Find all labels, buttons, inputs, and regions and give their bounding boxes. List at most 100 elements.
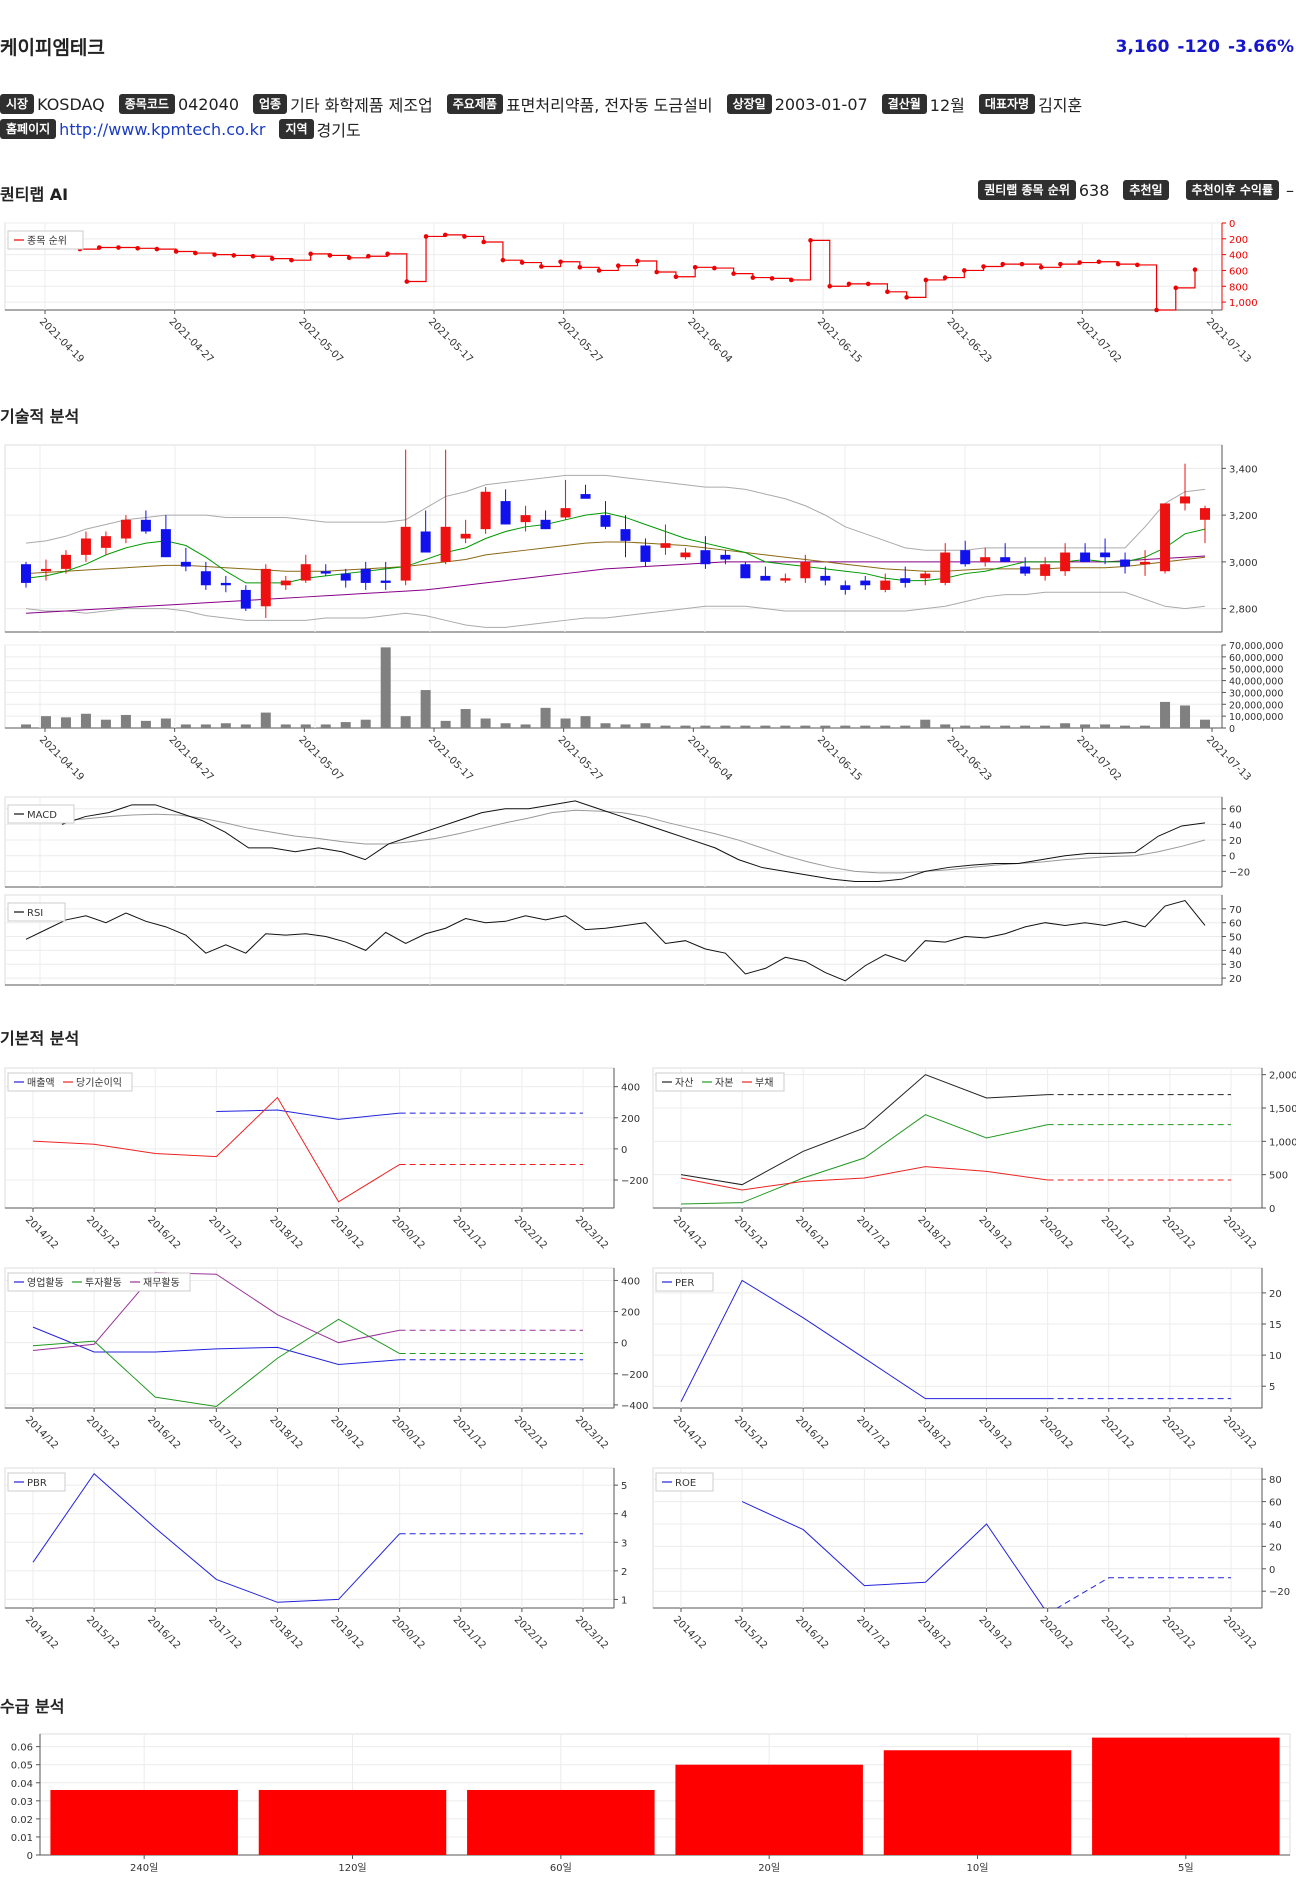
candle-body	[200, 571, 211, 586]
y-tick-label: 3,400	[1229, 464, 1258, 475]
x-tick-label: 2019/12	[328, 1614, 365, 1651]
x-tick-label: 5일	[1178, 1862, 1194, 1874]
legend-label: 종목 순위	[27, 234, 67, 247]
plot-frame	[4, 1467, 615, 1609]
x-tick-label: 2022/12	[1160, 1414, 1197, 1451]
rank-point	[885, 289, 890, 295]
legend-label: 매출액	[27, 1077, 55, 1089]
rank-point	[788, 277, 794, 283]
x-tick-label: 2017/12	[206, 1414, 243, 1451]
y-tick-label: 600	[1229, 266, 1248, 277]
y-tick-label: 40	[1269, 1520, 1282, 1531]
x-tick-label: 2021-05-17	[426, 316, 475, 365]
candle-body	[300, 564, 311, 581]
volume-bar	[820, 725, 831, 728]
rank-point	[116, 245, 121, 250]
y-tick-label: 40	[1229, 946, 1242, 957]
rank-point	[827, 283, 833, 289]
candle-body	[500, 501, 511, 525]
volume-chart: 010,000,00020,000,00030,000,00040,000,00…	[4, 641, 1283, 783]
rank-badge: 퀀티랩 종목 순위	[978, 180, 1076, 200]
x-tick-label: 2017/12	[854, 1614, 891, 1651]
rank-point	[808, 238, 813, 243]
volume-bar	[720, 725, 731, 728]
x-tick-label: 2015/12	[732, 1414, 769, 1451]
x-tick-label: 2021-06-04	[685, 316, 734, 365]
stock-info-row-1: 시장 KOSDAQ 종목코드 042040 업종 기타 화학제품 제조업 주요제…	[0, 92, 1096, 116]
volume-bar	[660, 725, 671, 728]
plot-frame	[4, 222, 1223, 311]
legend-label: PER	[675, 1278, 694, 1289]
industry-badge: 업종	[253, 94, 288, 114]
volume-bar	[1100, 724, 1111, 728]
y-tick-label: 70,000,000	[1229, 641, 1283, 652]
y-tick-label: 20	[1269, 1289, 1282, 1300]
product-badge: 주요제품	[446, 94, 503, 114]
rank-point	[154, 246, 160, 252]
rsi-chart: 20 30 40 50 60 70 RSI	[4, 894, 1242, 986]
ma20-line	[25, 541, 1206, 575]
volume-bar	[520, 724, 531, 728]
series-line	[680, 1114, 1048, 1205]
y-tick-label: −20	[1269, 1587, 1290, 1598]
x-tick-label: 2020/12	[1038, 1614, 1075, 1651]
code-badge: 종목코드	[118, 94, 175, 114]
volume-bar	[1080, 724, 1091, 728]
y-tick-label: 0	[1229, 852, 1235, 863]
x-tick-label: 2021-06-23	[945, 316, 994, 365]
x-tick-label: 2021-07-13	[1204, 316, 1253, 365]
candle-body	[1160, 503, 1171, 572]
series-group	[32, 1272, 583, 1407]
x-tick-label: 2023/12	[1221, 1414, 1258, 1451]
series-line	[680, 1074, 1048, 1186]
volume-bar	[840, 725, 851, 728]
volume-bar	[500, 723, 511, 728]
x-tick-label: 2016/12	[145, 1614, 182, 1651]
candle-body	[180, 561, 191, 567]
homepage-link[interactable]: http://www.kpmtech.co.kr	[59, 119, 266, 139]
series-line	[32, 1096, 400, 1203]
x-tick-label: 2021-04-27	[167, 316, 216, 365]
cashflow-chart: −400 −200 0 200 400 2014/12 2015/12 2016/12 2017…	[4, 1267, 648, 1451]
rank-point	[615, 263, 621, 269]
candle-body	[1000, 557, 1011, 562]
y-tick-label: 0.03	[11, 1797, 33, 1808]
y-tick-label: 400	[1229, 251, 1248, 262]
region-badge: 지역	[279, 119, 314, 139]
x-tick-label: 2021-06-15	[815, 316, 864, 365]
y-tick-label: 40	[1229, 820, 1242, 831]
candle-body	[800, 561, 811, 579]
candle-body	[21, 564, 31, 583]
x-tick-label: 2020/12	[390, 1414, 427, 1451]
return-badge: 추천이후 수익률	[1185, 180, 1279, 200]
legend-label: 투자활동	[85, 1276, 122, 1289]
y-tick-label: 20	[1229, 836, 1242, 847]
plot-frame	[652, 1467, 1263, 1609]
y-tick-label: 800	[1229, 282, 1248, 293]
candle-body	[220, 582, 231, 586]
rank-point	[673, 274, 679, 280]
candle-body	[380, 580, 391, 583]
y-tick-label: 50,000,000	[1229, 665, 1283, 676]
candle-body	[640, 545, 651, 562]
volume-bar	[320, 724, 331, 728]
volume-bar	[21, 724, 31, 728]
plot-frame	[4, 894, 1223, 986]
volume-bar	[860, 725, 871, 728]
price-display: 3,160 -120 -3.66%	[1108, 37, 1294, 57]
plot-frame	[652, 1267, 1263, 1409]
volume-bar	[240, 724, 251, 728]
candle-body	[460, 533, 471, 539]
x-tick-label: 2018/12	[915, 1614, 952, 1651]
assets-capital-debt-chart: 0 500 1,000 1,500 2,000 2014/12 2015/12 2016/12…	[652, 1067, 1296, 1251]
candle-body	[160, 529, 171, 558]
legend-box	[655, 1472, 714, 1492]
volume-bar	[80, 713, 91, 728]
y-tick-label: 60,000,000	[1229, 653, 1283, 664]
current-price: 3,160	[1115, 37, 1170, 57]
volume-bar	[680, 725, 691, 728]
volume-bar	[580, 716, 591, 728]
legend-label: 자본	[715, 1077, 733, 1089]
volume-bar	[880, 725, 891, 728]
rank-point	[654, 269, 660, 275]
